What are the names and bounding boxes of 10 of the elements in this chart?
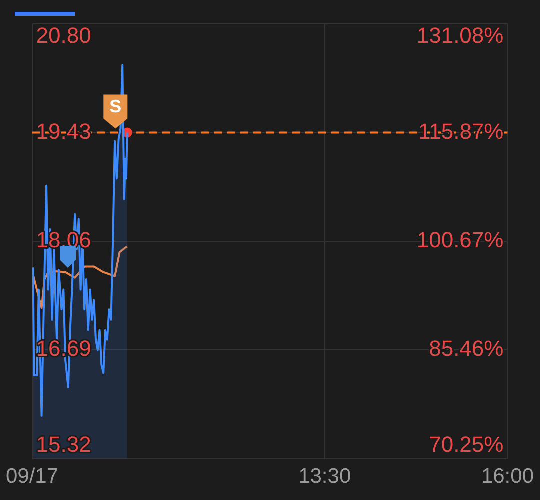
y2-tick-label: 85.46%: [429, 336, 504, 362]
y2-tick-label: 100.67%: [416, 227, 504, 252]
y2-tick-label: 70.25%: [429, 432, 504, 457]
y-tick-label: 20.80: [36, 23, 92, 48]
x-tick-label: 16:00: [481, 465, 534, 488]
y2-tick-label: 131.08%: [416, 23, 504, 48]
annotation: S: [110, 96, 122, 117]
y-tick-label: 15.32: [36, 432, 92, 457]
x-tick-label: 13:30: [298, 465, 352, 488]
x-tick-label: 09/17: [6, 465, 59, 488]
